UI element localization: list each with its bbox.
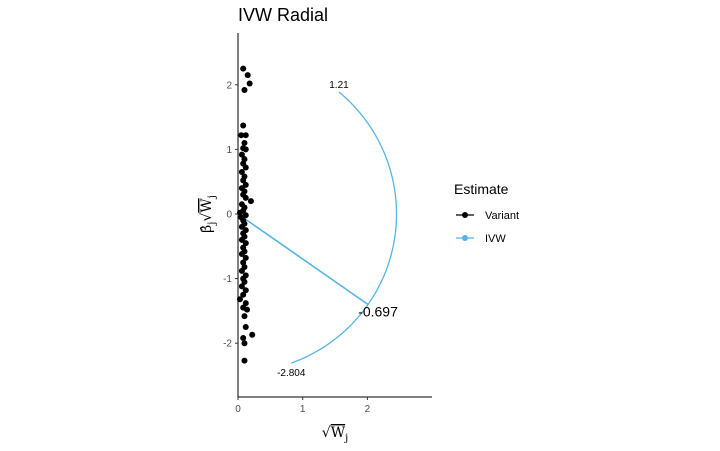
- variant-point: [242, 164, 249, 171]
- legend-label: IVW: [485, 233, 506, 245]
- variant-point: [238, 267, 245, 274]
- variant-point: [247, 198, 254, 205]
- ivw-estimate-line: [237, 213, 369, 306]
- variant-point: [242, 287, 249, 294]
- y-tick-label: -1: [223, 274, 232, 285]
- variant-point: [240, 291, 247, 298]
- legend-title: Estimate: [454, 181, 509, 197]
- y-tick-label: 0: [226, 210, 232, 221]
- variant-point: [240, 122, 247, 129]
- variant-point: [240, 177, 247, 184]
- legend-label: Variant: [485, 210, 519, 222]
- arc-upper-label: 1.21: [329, 80, 349, 91]
- variant-point: [244, 72, 251, 79]
- chart-title: IVW Radial: [238, 5, 328, 25]
- svg-text:√Wj: √Wj: [322, 425, 348, 444]
- variant-point: [242, 240, 249, 247]
- legend-key-dot: [462, 235, 468, 241]
- y-tick-label: 2: [226, 80, 232, 91]
- ivw-scale-arc: [291, 91, 398, 364]
- svg-text:β̂j√Wj: β̂j√Wj: [199, 195, 218, 233]
- variant-point: [242, 212, 249, 219]
- variant-point: [249, 331, 256, 338]
- variant-point: [246, 80, 253, 87]
- annotations: 1.21 -2.804 -0.697: [277, 80, 398, 379]
- variant-point: [240, 335, 247, 342]
- x-axis-title: √Wj: [322, 425, 348, 444]
- legend-key-dot: [462, 212, 468, 218]
- variant-point: [242, 300, 249, 307]
- variant-point: [238, 283, 245, 290]
- y-tick-label: 1: [226, 145, 232, 156]
- x-tick-label: 0: [235, 404, 241, 415]
- variant-point: [241, 156, 248, 163]
- y-tick-label: -2: [223, 339, 232, 350]
- legend-item-variant: Variant: [456, 210, 519, 222]
- variant-point: [242, 254, 249, 261]
- variant-point: [238, 251, 245, 258]
- legend: Estimate Variant IVW: [454, 181, 519, 245]
- variant-point: [241, 340, 248, 347]
- variant-point: [242, 324, 249, 331]
- x-tick-label: 1: [300, 404, 306, 415]
- variant-point: [242, 194, 249, 201]
- variant-point: [240, 259, 247, 266]
- arc-lower-label: -2.804: [277, 368, 306, 379]
- axes: -2 -1 0 1 2 0 1 2: [223, 33, 432, 415]
- variant-point: [238, 169, 245, 176]
- legend-item-ivw: IVW: [456, 233, 506, 245]
- y-axis-title: β̂j√Wj: [199, 195, 218, 233]
- variant-point: [238, 132, 245, 139]
- x-tick-label: 2: [365, 404, 371, 415]
- ivw-estimate-label: -0.697: [358, 304, 398, 320]
- variant-point: [241, 357, 248, 364]
- variant-point: [240, 65, 247, 72]
- variant-point: [241, 313, 248, 320]
- variant-point: [238, 151, 245, 158]
- variant-point: [241, 139, 248, 146]
- ivw-arc-layer: [237, 91, 398, 364]
- variant-point: [242, 132, 249, 139]
- variant-points-layer: [236, 65, 256, 364]
- variant-point: [241, 278, 248, 285]
- variant-point: [244, 306, 251, 313]
- variant-point: [241, 86, 248, 93]
- variant-point: [242, 146, 249, 153]
